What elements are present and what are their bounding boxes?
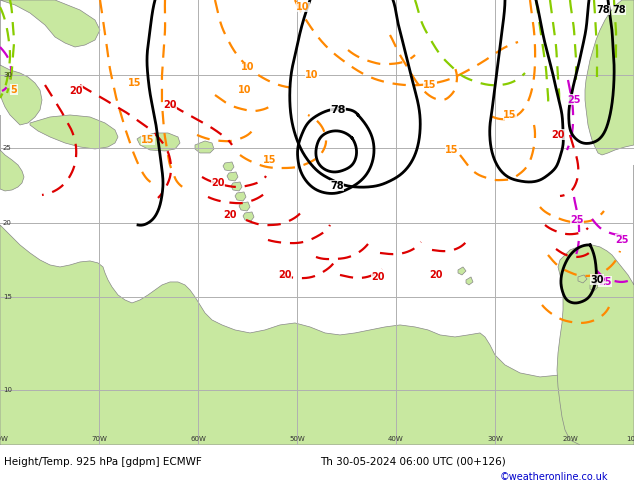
Text: 5: 5: [11, 85, 17, 95]
Text: Th 30-05-2024 06:00 UTC (00+126): Th 30-05-2024 06:00 UTC (00+126): [320, 457, 506, 467]
Text: 30W: 30W: [487, 436, 503, 442]
Text: 15: 15: [424, 80, 437, 90]
Text: 15: 15: [263, 155, 277, 165]
Text: 20: 20: [372, 272, 385, 282]
Text: 20: 20: [551, 130, 565, 140]
Text: 10: 10: [3, 387, 12, 393]
Text: 20: 20: [223, 210, 236, 220]
Polygon shape: [0, 0, 42, 125]
Text: 10W: 10W: [626, 436, 634, 442]
Polygon shape: [466, 277, 473, 285]
Text: 50W: 50W: [289, 436, 305, 442]
Text: 15: 15: [445, 145, 459, 155]
Text: 15: 15: [128, 78, 142, 88]
Polygon shape: [223, 162, 234, 171]
Polygon shape: [557, 165, 634, 445]
Text: 10: 10: [242, 62, 255, 72]
Polygon shape: [235, 192, 246, 201]
Text: 40W: 40W: [388, 436, 404, 442]
Text: 70W: 70W: [91, 436, 107, 442]
Polygon shape: [0, 115, 24, 191]
Text: 15: 15: [3, 294, 12, 300]
Polygon shape: [227, 172, 238, 181]
Text: 25: 25: [567, 95, 581, 105]
Text: 30: 30: [3, 72, 12, 78]
Polygon shape: [231, 182, 242, 191]
Text: 20: 20: [429, 270, 443, 280]
Polygon shape: [590, 283, 598, 291]
Text: 25: 25: [615, 235, 629, 245]
Text: 25: 25: [570, 215, 584, 225]
Polygon shape: [0, 225, 634, 445]
Text: 20W: 20W: [562, 436, 578, 442]
Text: 60W: 60W: [190, 436, 206, 442]
Polygon shape: [137, 133, 180, 151]
Text: 10: 10: [238, 85, 252, 95]
Polygon shape: [0, 0, 100, 47]
Polygon shape: [458, 267, 466, 275]
Polygon shape: [195, 141, 214, 153]
Text: 25: 25: [3, 145, 12, 151]
Text: 25: 25: [598, 277, 612, 287]
Text: 15: 15: [141, 135, 155, 145]
Polygon shape: [239, 202, 250, 211]
Polygon shape: [30, 115, 118, 149]
Text: ©weatheronline.co.uk: ©weatheronline.co.uk: [500, 472, 609, 482]
Text: 78: 78: [612, 5, 626, 15]
Text: 78: 78: [330, 181, 344, 191]
Text: 20: 20: [163, 100, 177, 110]
Polygon shape: [578, 275, 587, 283]
Polygon shape: [243, 212, 254, 221]
Text: 20: 20: [211, 178, 224, 188]
Polygon shape: [585, 0, 634, 155]
Text: 30: 30: [590, 275, 604, 285]
Text: 15: 15: [503, 110, 517, 120]
Text: 80W: 80W: [0, 436, 8, 442]
Text: 20: 20: [3, 220, 12, 226]
Text: 10: 10: [305, 70, 319, 80]
Text: Height/Temp. 925 hPa [gdpm] ECMWF: Height/Temp. 925 hPa [gdpm] ECMWF: [4, 457, 202, 467]
Text: 20: 20: [69, 86, 83, 96]
Text: 78: 78: [596, 5, 610, 15]
Text: 20: 20: [278, 270, 292, 280]
Text: 10: 10: [296, 2, 310, 12]
Text: 78: 78: [330, 105, 346, 115]
